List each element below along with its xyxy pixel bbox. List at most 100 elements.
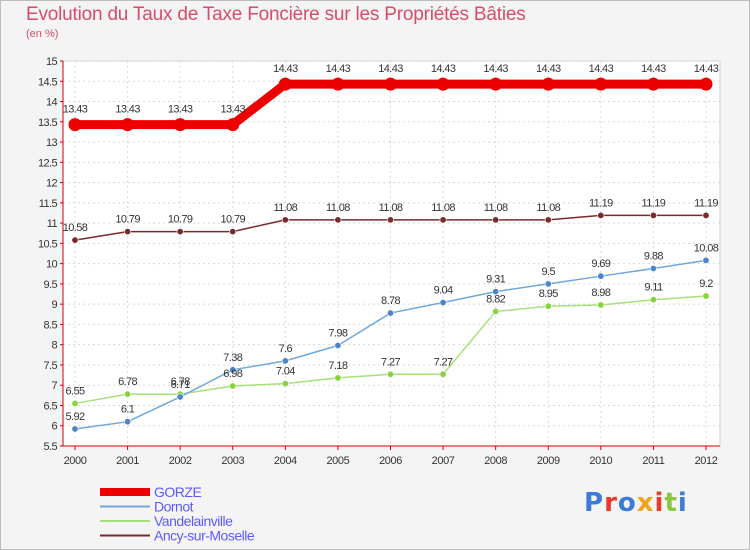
data-point bbox=[597, 301, 605, 309]
logo-letter: i bbox=[654, 488, 665, 518]
data-label: 14.43 bbox=[694, 63, 719, 75]
data-label: 7.27 bbox=[381, 356, 400, 368]
y-tick-label: 13 bbox=[46, 137, 58, 149]
data-label: 13.43 bbox=[115, 104, 140, 116]
data-label: 6.98 bbox=[223, 368, 242, 380]
y-tick-label: 11.5 bbox=[39, 198, 58, 210]
y-tick-label: 8.5 bbox=[44, 319, 58, 331]
data-label: 11.08 bbox=[484, 202, 508, 214]
legend-item-gorze: GORZE bbox=[154, 484, 201, 500]
data-label: 5.92 bbox=[65, 411, 84, 423]
data-label: 14.43 bbox=[431, 63, 456, 75]
data-point bbox=[702, 292, 710, 300]
x-tick-label: 2012 bbox=[695, 455, 718, 467]
data-point bbox=[176, 228, 184, 236]
data-label: 9.2 bbox=[699, 278, 713, 290]
data-point bbox=[439, 216, 447, 224]
data-point bbox=[702, 256, 710, 264]
data-label: 6.1 bbox=[121, 404, 135, 416]
data-label: 14.43 bbox=[536, 63, 561, 75]
data-point bbox=[597, 211, 605, 219]
logo-letter: r bbox=[604, 488, 618, 518]
x-tick-label: 2003 bbox=[221, 455, 244, 467]
data-point bbox=[281, 216, 289, 224]
data-label: 14.43 bbox=[589, 63, 614, 75]
data-point bbox=[384, 77, 397, 91]
data-label: 6.71 bbox=[171, 379, 190, 391]
data-point bbox=[649, 264, 657, 272]
data-point bbox=[281, 357, 289, 365]
data-point bbox=[646, 77, 660, 91]
data-point bbox=[68, 118, 82, 132]
data-label: 9.04 bbox=[434, 285, 453, 297]
data-label: 14.43 bbox=[378, 63, 403, 75]
data-point bbox=[229, 366, 237, 374]
data-label: 14.43 bbox=[273, 63, 298, 75]
data-label: 11.08 bbox=[379, 202, 403, 214]
data-label: 14.43 bbox=[483, 63, 508, 75]
data-label: 6.78 bbox=[118, 376, 137, 388]
data-label: 14.43 bbox=[641, 63, 666, 75]
data-label: 11.08 bbox=[273, 202, 297, 214]
y-tick-label: 14.5 bbox=[38, 76, 57, 88]
data-point bbox=[699, 77, 713, 91]
x-tick-label: 2006 bbox=[379, 455, 402, 467]
legend-item-ancy-sur-moselle: Ancy-sur-Moselle bbox=[154, 528, 255, 544]
x-tick-label: 2011 bbox=[642, 455, 664, 467]
data-point bbox=[281, 380, 289, 388]
data-point bbox=[386, 370, 394, 378]
x-tick-label: 2008 bbox=[484, 455, 507, 467]
y-tick-label: 14 bbox=[46, 97, 58, 109]
data-label: 6.55 bbox=[65, 385, 84, 397]
data-label: 11.08 bbox=[536, 202, 560, 214]
data-label: 10.79 bbox=[220, 214, 245, 226]
data-label: 10.79 bbox=[115, 214, 140, 226]
data-point bbox=[229, 382, 237, 390]
data-label: 11.19 bbox=[642, 197, 666, 209]
y-tick-label: 8 bbox=[51, 340, 57, 352]
y-tick-label: 9 bbox=[51, 299, 57, 311]
data-point bbox=[439, 299, 447, 307]
data-label: 11.08 bbox=[431, 202, 455, 214]
data-point bbox=[702, 211, 710, 219]
data-label: 11.19 bbox=[589, 197, 613, 209]
data-point bbox=[334, 216, 342, 224]
data-label: 13.43 bbox=[63, 104, 88, 116]
data-label: 10.08 bbox=[694, 242, 719, 254]
x-tick-label: 2005 bbox=[326, 455, 349, 467]
data-point bbox=[124, 418, 132, 426]
data-label: 7.27 bbox=[434, 356, 453, 368]
y-tick-label: 10 bbox=[46, 259, 58, 271]
data-point bbox=[121, 118, 135, 132]
data-point bbox=[541, 77, 555, 91]
data-point bbox=[334, 374, 342, 382]
data-label: 9.5 bbox=[542, 266, 556, 278]
data-label: 9.69 bbox=[591, 258, 610, 270]
logo-letter: t bbox=[664, 488, 678, 518]
legend-item-vandelainville: Vandelainville bbox=[154, 513, 233, 529]
data-label: 9.31 bbox=[486, 274, 505, 286]
data-point bbox=[544, 280, 552, 288]
data-point bbox=[71, 236, 79, 244]
data-label: 14.43 bbox=[326, 63, 351, 75]
y-tick-label: 13.5 bbox=[38, 117, 57, 129]
data-label: 9.11 bbox=[644, 282, 663, 294]
x-tick-label: 2007 bbox=[432, 455, 455, 467]
proxiti-logo: Proxiti bbox=[584, 488, 688, 518]
data-point bbox=[229, 228, 237, 236]
data-label: 13.43 bbox=[168, 104, 193, 116]
y-tick-label: 12.5 bbox=[38, 157, 57, 169]
y-tick-label: 7.5 bbox=[44, 360, 58, 372]
y-tick-label: 11 bbox=[47, 218, 58, 230]
x-tick-label: 2009 bbox=[537, 455, 560, 467]
data-point bbox=[71, 399, 79, 407]
data-label: 7.38 bbox=[223, 352, 242, 364]
logo-letter: i bbox=[677, 488, 688, 518]
data-point bbox=[492, 307, 500, 315]
data-label: 11.08 bbox=[326, 202, 350, 214]
x-tick-label: 2000 bbox=[64, 455, 87, 467]
data-point bbox=[176, 393, 184, 401]
x-tick-label: 2001 bbox=[116, 455, 139, 467]
data-label: 8.98 bbox=[591, 287, 610, 299]
legend-item-dornot: Dornot bbox=[154, 499, 194, 515]
